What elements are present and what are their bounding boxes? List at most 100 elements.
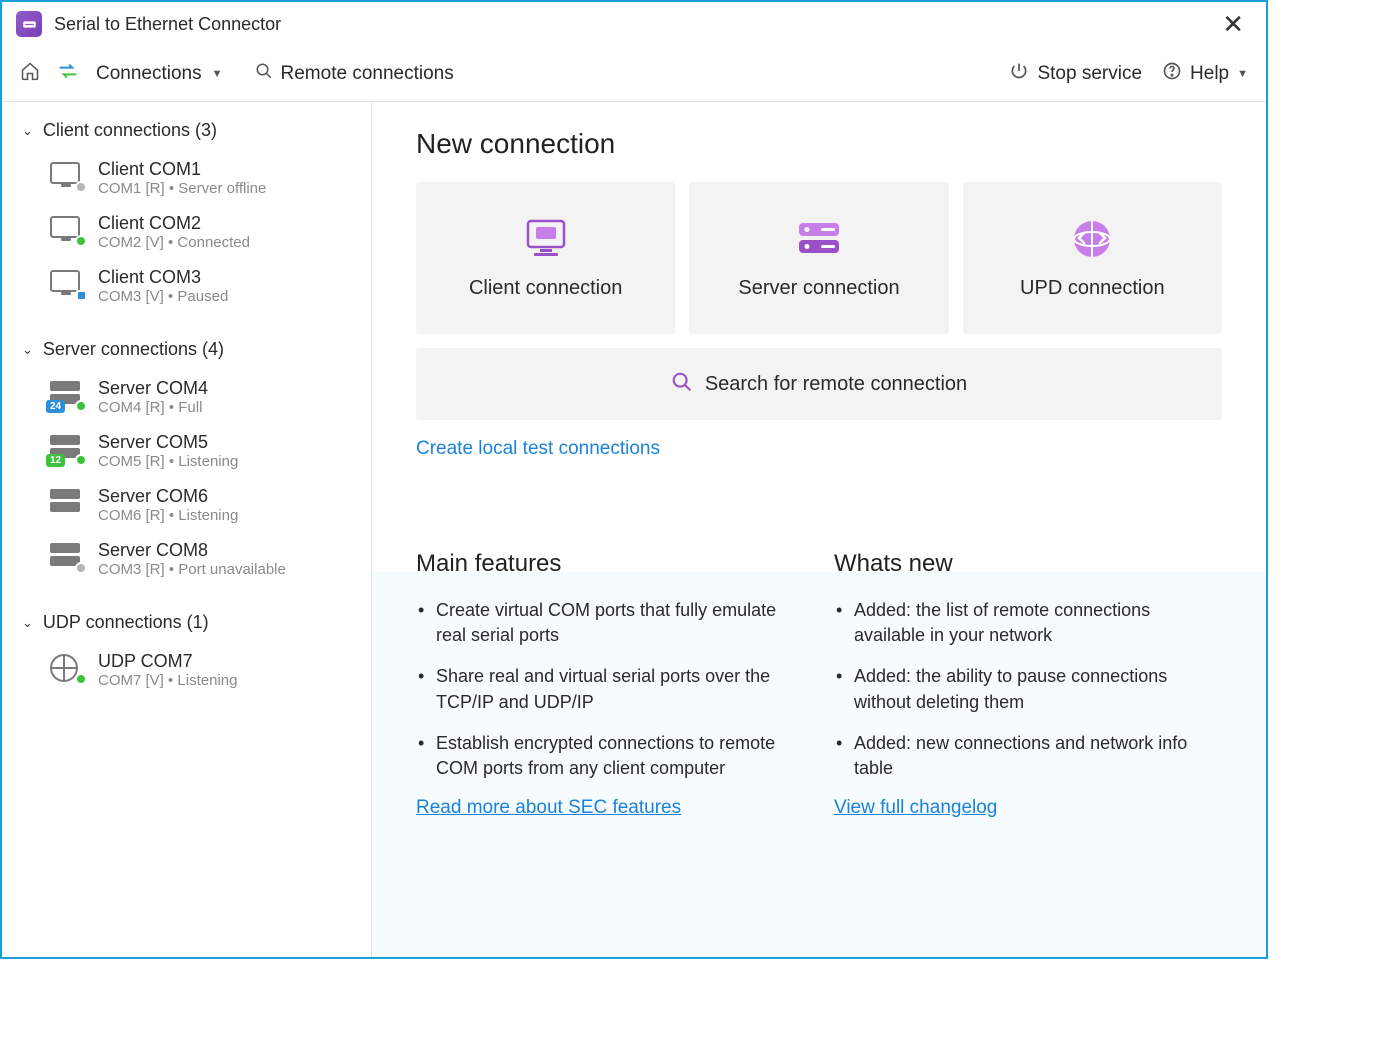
power-icon xyxy=(1009,61,1029,86)
news-item: Added: the ability to pause connections … xyxy=(834,664,1222,714)
connections-label: Connections xyxy=(96,63,202,85)
stop-service-button[interactable]: Stop service xyxy=(1009,61,1142,86)
news-column: Whats new Added: the list of remote conn… xyxy=(834,550,1222,819)
connection-name: Server COM8 xyxy=(98,540,286,561)
connection-status: COM6 [R] • Listening xyxy=(98,507,238,524)
connection-item[interactable]: Client COM2COM2 [V] • Connected xyxy=(22,205,363,259)
group-title: Client connections (3) xyxy=(43,120,217,141)
chevron-down-icon: ⌄ xyxy=(22,615,33,631)
feature-item: Establish encrypted connections to remot… xyxy=(416,731,804,781)
client-icon xyxy=(520,217,572,261)
connection-status: COM1 [R] • Server offline xyxy=(98,180,266,197)
sidebar: ⌄ Client connections (3) Client COM1COM1 [… xyxy=(2,102,372,957)
help-label: Help xyxy=(1190,63,1229,85)
group-header[interactable]: ⌄ Client connections (3) xyxy=(22,120,363,141)
connection-text: Server COM5COM5 [R] • Listening xyxy=(98,432,238,470)
group-title: UDP connections (1) xyxy=(43,612,209,633)
info-columns: Main features Create virtual COM ports t… xyxy=(416,550,1222,819)
chevron-down-icon: ⌄ xyxy=(22,123,33,139)
connection-name: Client COM2 xyxy=(98,213,250,234)
connection-name: Client COM3 xyxy=(98,267,228,288)
connection-status: COM5 [R] • Listening xyxy=(98,453,238,470)
titlebar: Serial to Ethernet Connector ✕ xyxy=(2,2,1266,46)
news-link[interactable]: View full changelog xyxy=(834,797,997,818)
connection-status: COM3 [V] • Paused xyxy=(98,288,228,305)
connection-name: UDP COM7 xyxy=(98,651,237,672)
card-label: Client connection xyxy=(469,277,622,300)
features-list: Create virtual COM ports that fully emul… xyxy=(416,598,804,781)
search-remote-button[interactable]: Search for remote connection xyxy=(416,348,1222,420)
chevron-down-icon: ▼ xyxy=(1237,68,1248,80)
news-item: Added: new connections and network info … xyxy=(834,731,1222,781)
connections-dropdown[interactable]: Connections ▼ xyxy=(96,63,223,85)
remote-connections-button[interactable]: Remote connections xyxy=(255,62,454,85)
connection-text: Client COM3COM3 [V] • Paused xyxy=(98,267,228,305)
toolbar: Connections ▼ Remote connections Stop se… xyxy=(2,46,1266,102)
remote-label: Remote connections xyxy=(281,63,454,85)
server-icon xyxy=(793,217,845,261)
udp-icon xyxy=(1066,217,1118,261)
connection-item[interactable]: 24 Server COM4COM4 [R] • Full xyxy=(22,370,363,424)
group-header[interactable]: ⌄ UDP connections (1) xyxy=(22,612,363,633)
feature-item: Share real and virtual serial ports over… xyxy=(416,664,804,714)
connection-item[interactable]: 12 Server COM5COM5 [R] • Listening xyxy=(22,424,363,478)
connection-item[interactable]: UDP COM7COM7 [V] • Listening xyxy=(22,643,363,697)
monitor-icon xyxy=(50,216,84,244)
connection-name: Server COM6 xyxy=(98,486,238,507)
client-connection-card[interactable]: Client connection xyxy=(416,182,675,334)
connection-item[interactable]: Client COM3COM3 [V] • Paused xyxy=(22,259,363,313)
server-icon xyxy=(50,489,84,517)
news-list: Added: the list of remote connections av… xyxy=(834,598,1222,781)
connection-item[interactable]: Server COM8COM3 [R] • Port unavailable xyxy=(22,532,363,586)
group-header[interactable]: ⌄Server connections (4) xyxy=(22,339,363,360)
features-column: Main features Create virtual COM ports t… xyxy=(416,550,804,819)
connection-item[interactable]: Server COM6COM6 [R] • Listening xyxy=(22,478,363,532)
home-icon[interactable] xyxy=(20,61,40,86)
connection-name: Client COM1 xyxy=(98,159,266,180)
monitor-icon xyxy=(50,162,84,190)
page-title: New connection xyxy=(416,128,1222,160)
connection-item[interactable]: Client COM1COM1 [R] • Server offline xyxy=(22,151,363,205)
card-label: UPD connection xyxy=(1020,277,1165,300)
connection-name: Server COM4 xyxy=(98,378,208,399)
globe-icon xyxy=(50,654,84,682)
server-icon xyxy=(50,543,84,571)
chevron-down-icon: ▼ xyxy=(212,68,223,80)
card-label: Server connection xyxy=(738,277,899,300)
search-label: Search for remote connection xyxy=(705,373,967,396)
help-dropdown[interactable]: Help ▼ xyxy=(1162,61,1248,86)
connection-status: COM3 [R] • Port unavailable xyxy=(98,561,286,578)
search-icon xyxy=(671,371,693,398)
features-title: Main features xyxy=(416,550,804,578)
create-test-link[interactable]: Create local test connections xyxy=(416,438,660,460)
connections-icon xyxy=(58,61,78,86)
group-title: Server connections (4) xyxy=(43,339,224,360)
main-panel: New connection Client connection Server c… xyxy=(372,102,1266,957)
monitor-icon xyxy=(50,270,84,298)
connection-text: Server COM6COM6 [R] • Listening xyxy=(98,486,238,524)
udp-connection-card[interactable]: UPD connection xyxy=(963,182,1222,334)
app-icon xyxy=(16,11,42,37)
features-link[interactable]: Read more about SEC features xyxy=(416,797,681,818)
connection-text: Server COM8COM3 [R] • Port unavailable xyxy=(98,540,286,578)
search-icon xyxy=(255,62,273,85)
app-title: Serial to Ethernet Connector xyxy=(54,14,281,35)
news-title: Whats new xyxy=(834,550,1222,578)
server-icon: 12 xyxy=(50,435,84,463)
close-button[interactable]: ✕ xyxy=(1214,9,1252,40)
news-item: Added: the list of remote connections av… xyxy=(834,598,1222,648)
connection-status: COM7 [V] • Listening xyxy=(98,672,237,689)
connection-name: Server COM5 xyxy=(98,432,238,453)
stop-label: Stop service xyxy=(1037,63,1142,85)
connection-type-cards: Client connection Server connection UPD co… xyxy=(416,182,1222,334)
server-connection-card[interactable]: Server connection xyxy=(689,182,948,334)
connection-text: UDP COM7COM7 [V] • Listening xyxy=(98,651,237,689)
connection-text: Client COM2COM2 [V] • Connected xyxy=(98,213,250,251)
connection-status: COM2 [V] • Connected xyxy=(98,234,250,251)
help-icon xyxy=(1162,61,1182,86)
connection-text: Client COM1COM1 [R] • Server offline xyxy=(98,159,266,197)
connection-status: COM4 [R] • Full xyxy=(98,399,208,416)
server-icon: 24 xyxy=(50,381,84,409)
connection-text: Server COM4COM4 [R] • Full xyxy=(98,378,208,416)
feature-item: Create virtual COM ports that fully emul… xyxy=(416,598,804,648)
